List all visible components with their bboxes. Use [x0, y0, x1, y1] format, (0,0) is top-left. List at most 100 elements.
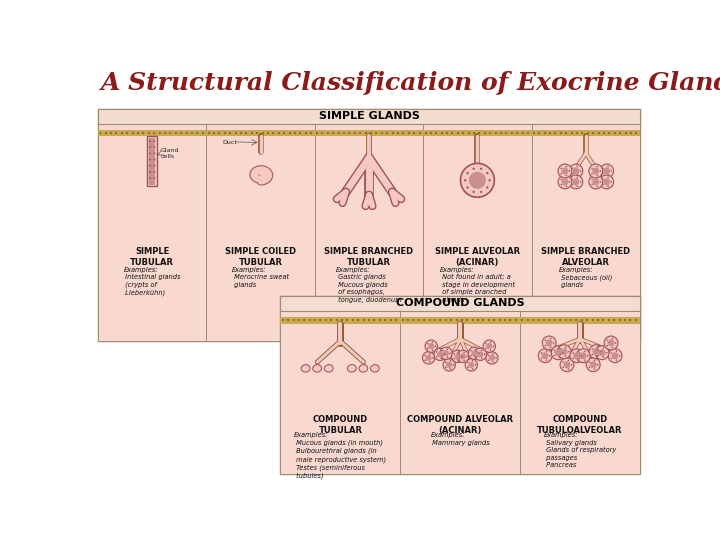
Circle shape: [608, 166, 609, 167]
Bar: [98, 109, 640, 124]
Circle shape: [600, 170, 601, 172]
Circle shape: [612, 347, 613, 348]
Circle shape: [476, 356, 478, 357]
Circle shape: [451, 350, 464, 362]
Circle shape: [560, 358, 574, 372]
Circle shape: [554, 349, 562, 356]
Circle shape: [558, 164, 572, 178]
Circle shape: [559, 356, 560, 358]
Circle shape: [600, 181, 601, 183]
Bar: [531, 124, 640, 341]
Text: SIMPLE BRANCHED
ALVEOLAR: SIMPLE BRANCHED ALVEOLAR: [541, 247, 631, 267]
Circle shape: [572, 178, 580, 185]
Circle shape: [590, 361, 597, 368]
Circle shape: [541, 352, 542, 354]
Circle shape: [426, 355, 432, 361]
Circle shape: [432, 357, 433, 359]
Circle shape: [468, 347, 480, 360]
Circle shape: [490, 341, 491, 343]
Text: SIMPLE BRANCHED
TUBULAR: SIMPLE BRANCHED TUBULAR: [325, 247, 413, 267]
Text: COMPOUND
TUBULAR: COMPOUND TUBULAR: [312, 415, 368, 435]
Circle shape: [572, 357, 574, 359]
Circle shape: [579, 357, 580, 359]
Circle shape: [602, 178, 603, 180]
Circle shape: [567, 368, 570, 370]
Circle shape: [483, 340, 495, 352]
Circle shape: [562, 361, 564, 363]
Circle shape: [474, 364, 476, 366]
Circle shape: [472, 368, 473, 370]
Circle shape: [593, 348, 600, 355]
Circle shape: [577, 166, 578, 167]
Circle shape: [544, 340, 546, 341]
Bar: [281, 296, 640, 311]
Circle shape: [564, 361, 570, 368]
Circle shape: [486, 172, 488, 174]
Circle shape: [619, 355, 621, 356]
Circle shape: [444, 354, 445, 355]
Circle shape: [488, 179, 491, 181]
Circle shape: [432, 349, 433, 351]
Text: SIMPLE
TUBULAR: SIMPLE TUBULAR: [130, 247, 174, 267]
Circle shape: [577, 349, 590, 363]
Text: Duct: Duct: [222, 140, 238, 145]
Circle shape: [486, 343, 492, 349]
Circle shape: [616, 359, 617, 361]
Circle shape: [153, 146, 156, 148]
Circle shape: [611, 357, 612, 359]
Circle shape: [562, 352, 564, 354]
Circle shape: [481, 349, 482, 351]
Circle shape: [542, 336, 556, 350]
Circle shape: [598, 355, 599, 356]
Circle shape: [594, 368, 595, 370]
Circle shape: [588, 355, 589, 356]
Circle shape: [600, 164, 613, 178]
Circle shape: [564, 347, 567, 348]
Bar: [207, 130, 315, 137]
Circle shape: [464, 360, 465, 361]
Circle shape: [486, 186, 488, 188]
Bar: [150, 138, 155, 185]
Text: Examples:
 Sebaceous (oil)
 glands: Examples: Sebaceous (oil) glands: [559, 267, 613, 288]
Circle shape: [550, 347, 552, 348]
Circle shape: [562, 178, 569, 185]
Circle shape: [566, 186, 567, 187]
Circle shape: [149, 152, 150, 154]
Circle shape: [474, 348, 487, 361]
Circle shape: [579, 352, 580, 354]
Circle shape: [456, 350, 469, 362]
Text: COMPOUND ALVEOLAR
(ACINAR): COMPOUND ALVEOLAR (ACINAR): [408, 415, 513, 435]
Circle shape: [153, 152, 156, 154]
Circle shape: [572, 173, 573, 174]
Circle shape: [608, 174, 609, 176]
Circle shape: [577, 350, 579, 352]
Circle shape: [549, 355, 551, 356]
Text: COMPOUND GLANDS: COMPOUND GLANDS: [396, 299, 525, 308]
Circle shape: [441, 357, 442, 359]
Bar: [281, 318, 400, 323]
Text: SIMPLE ALVEOLAR
(ACINAR): SIMPLE ALVEOLAR (ACINAR): [435, 247, 520, 267]
Circle shape: [424, 360, 426, 361]
Circle shape: [487, 360, 489, 361]
Circle shape: [596, 174, 598, 176]
Bar: [423, 124, 531, 341]
Circle shape: [611, 352, 612, 354]
Circle shape: [612, 338, 613, 339]
Circle shape: [454, 353, 461, 360]
Circle shape: [592, 354, 593, 355]
Circle shape: [485, 343, 487, 345]
Circle shape: [597, 364, 598, 366]
Text: SIMPLE GLANDS: SIMPLE GLANDS: [318, 111, 420, 122]
Circle shape: [472, 360, 473, 362]
Circle shape: [611, 181, 612, 183]
Circle shape: [495, 357, 497, 359]
Circle shape: [603, 356, 604, 358]
Bar: [400, 318, 520, 323]
Circle shape: [553, 342, 554, 344]
Circle shape: [560, 184, 562, 185]
Circle shape: [449, 353, 451, 354]
Circle shape: [603, 348, 604, 349]
Circle shape: [492, 361, 494, 363]
Circle shape: [593, 167, 599, 174]
Bar: [98, 130, 207, 137]
